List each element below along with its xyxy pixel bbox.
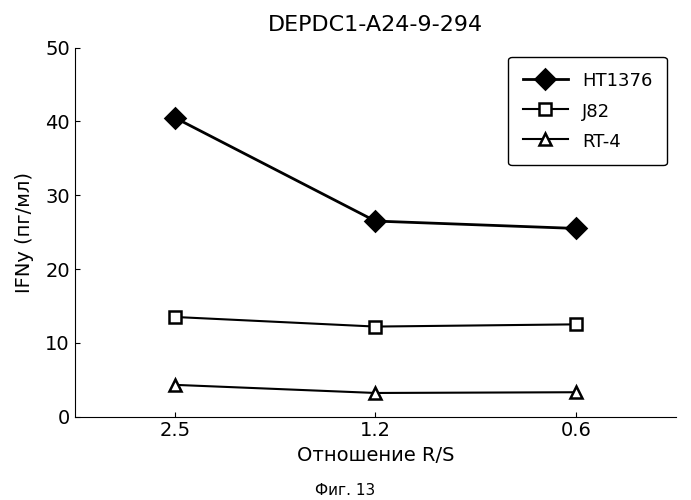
Y-axis label: IFNy (пг/мл): IFNy (пг/мл) — [15, 172, 34, 292]
X-axis label: Отношение R/S: Отношение R/S — [296, 446, 454, 465]
RT-4 — [371, 390, 379, 396]
J82 — [371, 324, 379, 330]
RT-4 — [171, 382, 179, 388]
Line: J82: J82 — [169, 310, 582, 333]
HT1376 — [371, 218, 379, 224]
J82 — [171, 314, 179, 320]
HT1376 — [571, 226, 580, 232]
Legend: HT1376, J82, RT-4: HT1376, J82, RT-4 — [508, 56, 667, 166]
Title: DEPDC1-A24-9-294: DEPDC1-A24-9-294 — [268, 15, 483, 35]
Text: Фиг. 13: Фиг. 13 — [315, 483, 376, 498]
Line: RT-4: RT-4 — [169, 378, 582, 399]
HT1376 — [171, 115, 179, 121]
Line: HT1376: HT1376 — [168, 111, 583, 236]
RT-4 — [571, 389, 580, 395]
J82 — [571, 322, 580, 328]
